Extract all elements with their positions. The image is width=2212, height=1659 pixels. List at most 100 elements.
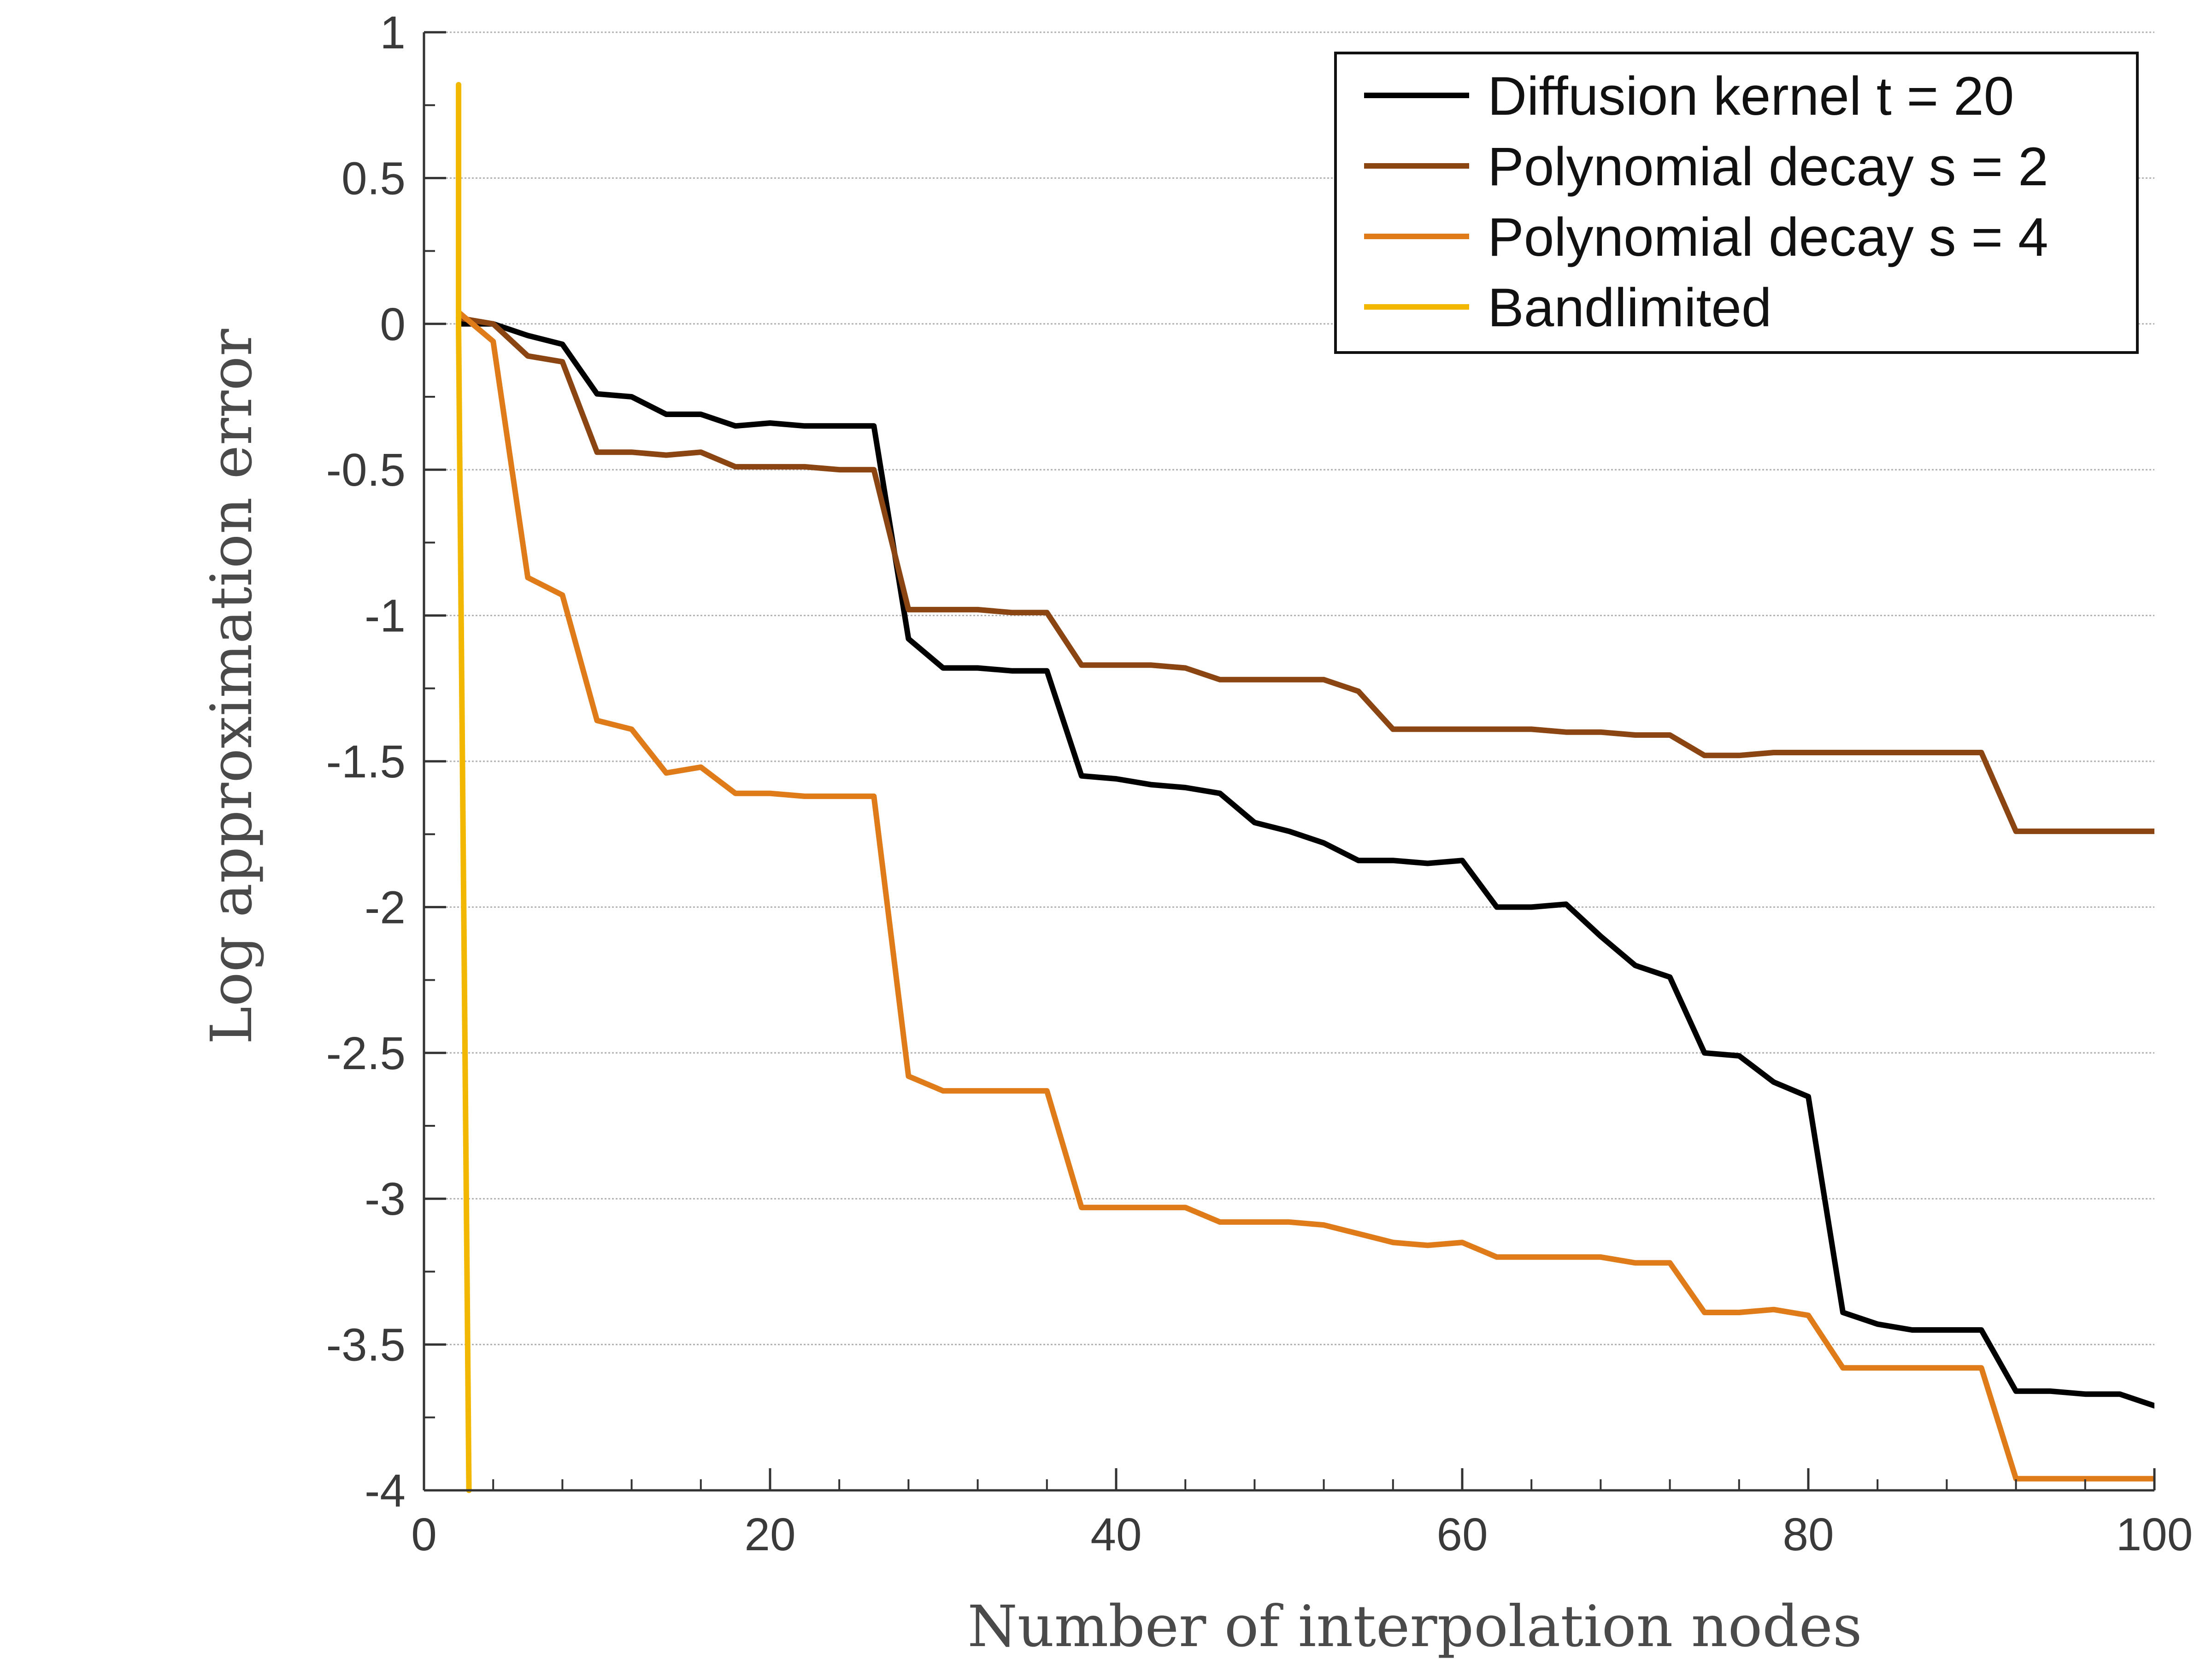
y-tick-label-6: -2 xyxy=(365,882,406,933)
series-2-point xyxy=(700,767,701,768)
series-2-point xyxy=(770,793,771,794)
series-2-point xyxy=(1635,1262,1636,1263)
series-1-point xyxy=(1808,752,1809,753)
series-2-point xyxy=(943,1090,944,1091)
series-2-point xyxy=(873,796,874,797)
series-0-point xyxy=(631,396,632,397)
x-tick-label-2: 40 xyxy=(1090,1509,1141,1560)
series-1-point xyxy=(1981,752,1982,753)
series-2-point xyxy=(977,1090,978,1091)
series-0-point xyxy=(2050,1391,2051,1392)
series-0-point xyxy=(1150,784,1151,785)
tick-labels: 10.50-0.5-1-1.5-2-2.5-3-3.5-40 20 40 60 80 10… xyxy=(326,7,2193,1560)
series-1-point xyxy=(2119,831,2120,832)
series-1-point xyxy=(1358,691,1359,692)
series-0-point xyxy=(1219,793,1220,794)
y-tick-label-2: 0 xyxy=(380,299,406,350)
x-tick-label-3: 60 xyxy=(1436,1509,1488,1560)
series-3-point xyxy=(458,84,459,85)
series-2-point xyxy=(2050,1478,2051,1479)
series-2-point xyxy=(2119,1478,2120,1479)
series-1-point xyxy=(666,455,667,456)
series-0-point xyxy=(1842,1312,1843,1313)
series-0-point xyxy=(839,425,840,426)
legend-label-3: Bandlimited xyxy=(1488,277,1772,338)
series-3-point xyxy=(458,329,459,330)
series-2-point xyxy=(527,577,528,578)
series-0-point xyxy=(1427,863,1428,864)
series-1-point xyxy=(2085,831,2086,832)
series-2-point xyxy=(1012,1090,1013,1091)
series-layer xyxy=(456,82,2154,1493)
series-0-point xyxy=(735,425,736,426)
series-1-point xyxy=(1877,752,1878,753)
series-2-point xyxy=(1600,1257,1601,1258)
y-tick-label-5: -1.5 xyxy=(326,736,406,788)
series-2-point xyxy=(562,594,563,595)
series-0-point xyxy=(1393,860,1394,861)
series-2-point xyxy=(493,341,494,342)
series-0-point xyxy=(977,668,978,669)
series-2-point xyxy=(1877,1367,1878,1368)
series-1-point xyxy=(1185,668,1186,669)
series-1-point xyxy=(527,355,528,356)
series-1-point xyxy=(1219,679,1220,680)
series-2-point xyxy=(597,720,598,721)
series-2-point xyxy=(735,793,736,794)
series-1-point xyxy=(1739,755,1740,756)
series-1-point xyxy=(1946,752,1947,753)
series-1-point xyxy=(1289,679,1290,680)
y-tick-label-8: -3 xyxy=(365,1173,406,1225)
x-tick-label-1: 20 xyxy=(744,1509,795,1560)
series-0-point xyxy=(1289,831,1290,832)
series-line-3 xyxy=(456,82,472,1493)
series-2-point xyxy=(1773,1309,1774,1310)
series-1-point xyxy=(873,469,874,470)
series-2-point xyxy=(1670,1262,1671,1263)
series-1-point xyxy=(1565,732,1566,733)
series-2-point xyxy=(1842,1367,1843,1368)
series-1-point xyxy=(2016,831,2017,832)
series-0-point xyxy=(527,335,528,336)
series-2-point xyxy=(1981,1367,1982,1368)
series-line-2 xyxy=(456,309,2154,1482)
series-0-point xyxy=(666,414,667,415)
series-0-point xyxy=(1531,906,1532,907)
series-2-point xyxy=(2085,1478,2086,1479)
series-1-point xyxy=(700,452,701,453)
series-2-point xyxy=(1946,1367,1947,1368)
series-2-point xyxy=(1704,1312,1705,1313)
series-1-point xyxy=(770,466,771,467)
series-2-point xyxy=(1150,1207,1151,1208)
y-tick-label-1: 0.5 xyxy=(341,153,406,204)
series-2-point xyxy=(839,796,840,797)
series-2-point xyxy=(1393,1242,1394,1243)
y-tick-label-10: -4 xyxy=(365,1465,406,1517)
series-0-point xyxy=(562,344,563,345)
x-tick-label-0: 0 xyxy=(411,1509,437,1560)
series-1-point xyxy=(1012,612,1013,613)
series-1-point xyxy=(631,452,632,453)
series-2-point xyxy=(1081,1207,1082,1208)
series-0-point xyxy=(1081,776,1082,777)
series-2-point xyxy=(1808,1315,1809,1316)
series-line-1 xyxy=(456,315,2154,834)
series-0-point xyxy=(873,425,874,426)
series-1-point xyxy=(735,466,736,467)
series-1-point xyxy=(839,469,840,470)
series-0-point xyxy=(1185,787,1186,788)
series-2-point xyxy=(1427,1245,1428,1246)
x-axis-label: Number of interpolation nodes xyxy=(967,1594,1862,1659)
series-0-point xyxy=(1116,778,1117,779)
y-tick-label-0: 1 xyxy=(380,7,406,59)
series-2-point xyxy=(666,772,667,773)
series-0-point xyxy=(1496,906,1497,907)
series-1-point xyxy=(943,609,944,610)
series-0-point xyxy=(1254,822,1255,823)
series-0-point xyxy=(1635,965,1636,966)
legend-label-1: Polynomial decay s = 2 xyxy=(1488,136,2048,197)
series-0-point xyxy=(1565,904,1566,905)
legend: Diffusion kernel t = 20 Polynomial decay … xyxy=(1334,52,2139,354)
series-2-point xyxy=(908,1076,909,1077)
